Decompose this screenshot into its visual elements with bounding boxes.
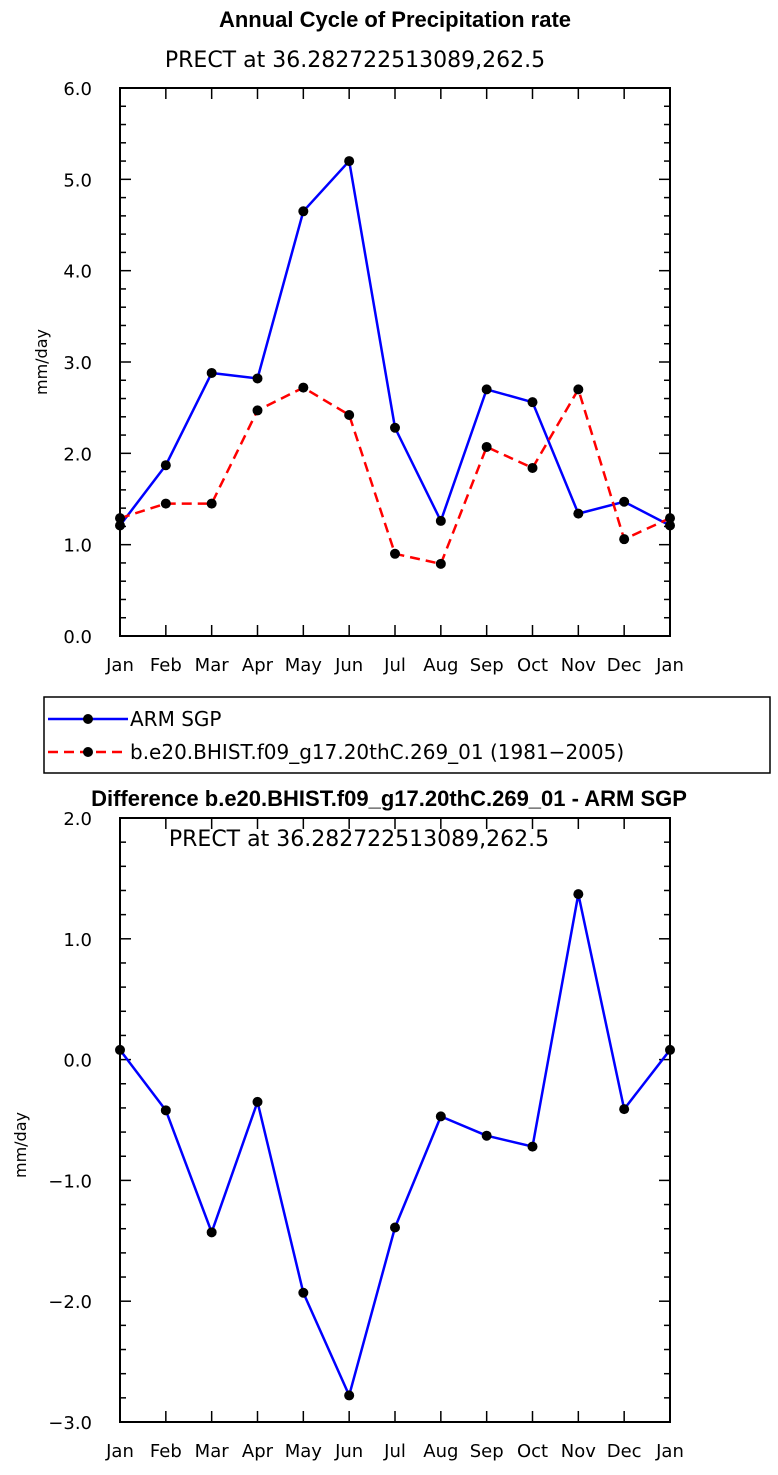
chart1-y-axis-label: mm/day xyxy=(32,329,51,395)
data-point-0 xyxy=(298,206,309,217)
data-point-0 xyxy=(481,384,492,395)
x-tick-label: Feb xyxy=(150,1441,182,1462)
data-point-0 xyxy=(298,1287,309,1298)
x-tick-label: Apr xyxy=(242,655,274,676)
series-line-0 xyxy=(119,159,671,527)
y-tick-label: 1.0 xyxy=(63,536,92,557)
data-point-0 xyxy=(665,1044,675,1055)
data-point-1 xyxy=(298,382,309,393)
x-tick-label: Jan xyxy=(105,655,134,676)
y-tick-label: 1.0 xyxy=(63,930,92,951)
x-tick-label: Nov xyxy=(561,655,596,676)
data-point-0 xyxy=(619,496,630,507)
data-point-0 xyxy=(252,373,263,384)
x-tick-label: Jul xyxy=(383,1441,406,1462)
data-point-0 xyxy=(435,515,446,526)
chart1-title: Annual Cycle of Precipitation rate xyxy=(219,7,571,32)
data-point-0 xyxy=(206,367,217,378)
data-point-0 xyxy=(481,1130,492,1141)
series-line-1 xyxy=(119,386,671,566)
y-tick-label: 4.0 xyxy=(63,262,92,283)
legend-marker-arm-sgp xyxy=(83,714,93,724)
data-point-0 xyxy=(390,422,400,433)
y-tick-label: 5.0 xyxy=(63,170,92,191)
data-point-0 xyxy=(160,460,171,471)
chart2-subtitle: PRECT at 36.282722513089,262.5 xyxy=(169,827,549,852)
data-point-0 xyxy=(573,508,584,519)
chart1-subtitle: PRECT at 36.282722513089,262.5 xyxy=(165,48,545,73)
chart1-legend: ARM SGP b.e20.BHIST.f09_g17.20thC.269_01… xyxy=(43,696,771,774)
chart2-y-axis-label: mm/day xyxy=(11,1112,30,1178)
data-point-1 xyxy=(344,409,355,420)
x-tick-label: Jan xyxy=(655,1441,684,1462)
data-point-1 xyxy=(252,405,263,416)
data-point-1 xyxy=(390,548,400,559)
y-tick-label: 0.0 xyxy=(63,1051,92,1072)
data-point-1 xyxy=(206,498,217,509)
x-tick-label: Mar xyxy=(195,1441,230,1462)
chart1-plot-area: 0.0 1.0 2.0 3.0 4.0 5.0 6.0 Jan Feb Mar Apr May Jun J… xyxy=(63,79,684,676)
data-point-0 xyxy=(252,1096,263,1107)
y-tick-label: −1.0 xyxy=(48,1171,92,1192)
data-point-0 xyxy=(206,1227,217,1238)
data-point-0 xyxy=(390,1222,400,1233)
y-tick-label: 2.0 xyxy=(63,444,92,465)
x-tick-label: Feb xyxy=(150,655,182,676)
data-point-0 xyxy=(619,1104,630,1115)
chart2-title: Difference b.e20.BHIST.f09_g17.20thC.269… xyxy=(91,786,687,811)
series-line-0 xyxy=(119,892,671,1397)
data-point-0 xyxy=(573,889,584,900)
x-tick-label: Nov xyxy=(561,1441,596,1462)
data-point-1 xyxy=(527,462,538,473)
data-point-0 xyxy=(665,520,675,531)
data-point-1 xyxy=(115,513,125,524)
x-tick-label: Jan xyxy=(655,655,684,676)
y-tick-label: −2.0 xyxy=(48,1292,92,1313)
data-point-1 xyxy=(619,534,630,545)
data-point-0 xyxy=(527,397,538,408)
legend-box xyxy=(43,696,771,774)
x-tick-label: May xyxy=(285,1441,323,1462)
x-tick-label: Jan xyxy=(105,1441,134,1462)
x-tick-label: Dec xyxy=(607,1441,642,1462)
data-point-0 xyxy=(115,1044,125,1055)
legend-label-model: b.e20.BHIST.f09_g17.20thC.269_01 (1981−2… xyxy=(130,740,624,764)
y-tick-label: 3.0 xyxy=(63,353,92,374)
data-point-0 xyxy=(160,1105,171,1116)
x-tick-label: Oct xyxy=(517,1441,548,1462)
data-point-0 xyxy=(344,1390,355,1401)
data-point-0 xyxy=(435,1111,446,1122)
x-tick-label: Apr xyxy=(242,1441,274,1462)
data-point-1 xyxy=(435,558,446,569)
plot-frame xyxy=(119,817,671,1423)
x-tick-label: Sep xyxy=(470,1441,504,1462)
data-point-0 xyxy=(344,156,355,167)
chart-annual-cycle: Annual Cycle of Precipitation rate PRECT… xyxy=(32,7,771,774)
x-tick-label: May xyxy=(285,655,323,676)
y-tick-label: 0.0 xyxy=(63,627,92,648)
legend-marker-model xyxy=(83,747,93,757)
data-point-1 xyxy=(573,384,584,395)
y-tick-label: 6.0 xyxy=(63,79,92,100)
x-tick-label: Mar xyxy=(195,655,230,676)
y-tick-label: 2.0 xyxy=(63,809,92,830)
x-tick-label: Jun xyxy=(334,655,363,676)
chart-difference: Difference b.e20.BHIST.f09_g17.20thC.269… xyxy=(11,786,687,1462)
data-point-0 xyxy=(527,1141,538,1152)
chart2-plot-area: −3.0 −2.0 −1.0 0.0 1.0 2.0 Jan Feb Mar Apr May Jun J… xyxy=(48,809,684,1462)
y-tick-label: −3.0 xyxy=(48,1413,92,1434)
x-tick-label: Dec xyxy=(607,655,642,676)
x-tick-label: Jul xyxy=(383,655,406,676)
x-tick-label: Sep xyxy=(470,655,504,676)
x-tick-label: Jun xyxy=(334,1441,363,1462)
data-point-0 xyxy=(115,520,125,531)
data-point-1 xyxy=(665,513,675,524)
x-tick-label: Aug xyxy=(423,1441,458,1462)
x-tick-label: Oct xyxy=(517,655,548,676)
data-point-1 xyxy=(481,441,492,452)
data-point-1 xyxy=(160,498,171,509)
legend-label-arm-sgp: ARM SGP xyxy=(130,707,221,731)
x-tick-label: Aug xyxy=(423,655,458,676)
